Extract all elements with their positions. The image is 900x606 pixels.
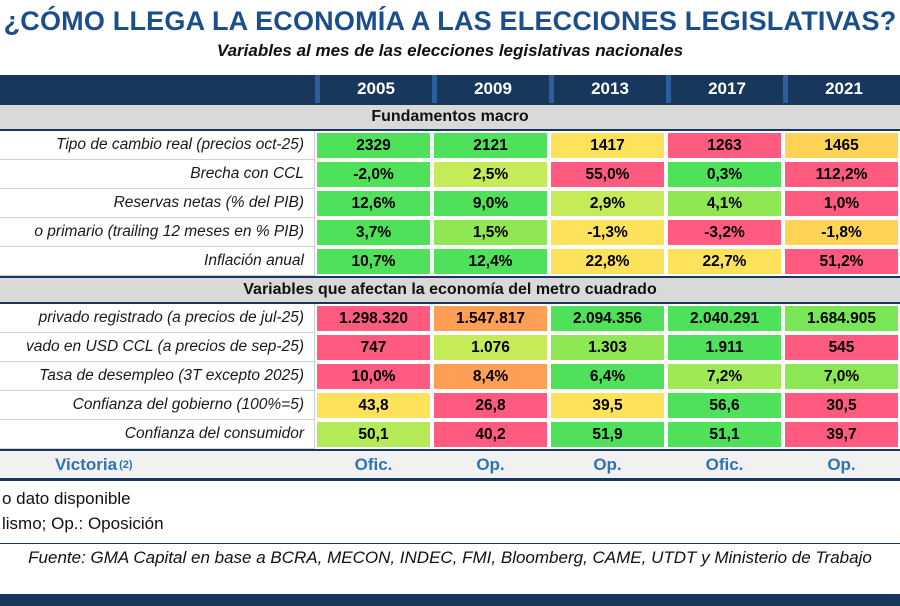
value-cell: 2121 xyxy=(432,131,549,160)
value-cell: 1,5% xyxy=(432,218,549,247)
value-cell: -2,0% xyxy=(315,160,432,189)
section-header: Variables que afectan la economía del me… xyxy=(0,276,900,304)
value-cell: 1.298.320 xyxy=(315,304,432,333)
value-cell: 747 xyxy=(315,333,432,362)
victory-cell: Op. xyxy=(549,449,666,481)
value-cell: 12,4% xyxy=(432,247,549,276)
value-cell: 10,0% xyxy=(315,362,432,391)
value-cell: 1.547.817 xyxy=(432,304,549,333)
value-cell: 26,8 xyxy=(432,391,549,420)
row-label: Confianza del consumidor xyxy=(0,420,315,449)
value-cell: 2.040.291 xyxy=(666,304,783,333)
value-cell: 55,0% xyxy=(549,160,666,189)
year-header-2017: 2017 xyxy=(666,75,783,103)
row-label: Tasa de desempleo (3T excepto 2025) xyxy=(0,362,315,391)
bottom-bar xyxy=(0,594,900,606)
divider-line xyxy=(0,543,900,544)
section-header: Fundamentos macro xyxy=(0,103,900,131)
value-cell: 22,8% xyxy=(549,247,666,276)
value-cell: 8,4% xyxy=(432,362,549,391)
value-cell: 1417 xyxy=(549,131,666,160)
value-cell: 10,7% xyxy=(315,247,432,276)
economy-table: 2005 2009 2013 2017 2021 Fundamentos macro Tip… xyxy=(0,75,900,481)
year-header-2013: 2013 xyxy=(549,75,666,103)
value-cell: -1,8% xyxy=(783,218,900,247)
value-cell: 9,0% xyxy=(432,189,549,218)
victory-cell: Op. xyxy=(783,449,900,481)
value-cell: 545 xyxy=(783,333,900,362)
victory-label-footnote-ref: (2) xyxy=(119,458,133,471)
value-cell: 112,2% xyxy=(783,160,900,189)
value-cell: 39,7 xyxy=(783,420,900,449)
year-header-2009: 2009 xyxy=(432,75,549,103)
value-cell: 1.911 xyxy=(666,333,783,362)
value-cell: 39,5 xyxy=(549,391,666,420)
value-cell: 1263 xyxy=(666,131,783,160)
row-label: vado en USD CCL (a precios de sep-25) xyxy=(0,333,315,362)
value-cell: 6,4% xyxy=(549,362,666,391)
value-cell: 1.076 xyxy=(432,333,549,362)
value-cell: 1.684.905 xyxy=(783,304,900,333)
value-cell: 7,0% xyxy=(783,362,900,391)
value-cell: 0,3% xyxy=(666,160,783,189)
value-cell: 1.303 xyxy=(549,333,666,362)
row-label: Tipo de cambio real (precios oct-25) xyxy=(0,131,315,160)
value-cell: -1,3% xyxy=(549,218,666,247)
value-cell: 3,7% xyxy=(315,218,432,247)
value-cell: 22,7% xyxy=(666,247,783,276)
victory-label-text: Victoria xyxy=(55,454,118,474)
value-cell: 51,1 xyxy=(666,420,783,449)
value-cell: 2329 xyxy=(315,131,432,160)
value-cell: 1,0% xyxy=(783,189,900,218)
footnotes: o dato disponible lismo; Op.: Oposición xyxy=(0,489,900,534)
value-cell: -3,2% xyxy=(666,218,783,247)
value-cell: 40,2 xyxy=(432,420,549,449)
table-corner-cell xyxy=(0,75,315,103)
row-label: o primario (trailing 12 meses en % PIB) xyxy=(0,218,315,247)
value-cell: 30,5 xyxy=(783,391,900,420)
value-cell: 56,6 xyxy=(666,391,783,420)
row-label: Reservas netas (% del PIB) xyxy=(0,189,315,218)
victory-cell: Ofic. xyxy=(315,449,432,481)
value-cell: 51,2% xyxy=(783,247,900,276)
source-note: Fuente: GMA Capital en base a BCRA, MECO… xyxy=(28,548,872,567)
subtitle: Variables al mes de las elecciones legis… xyxy=(216,41,684,60)
footnote-1: o dato disponible xyxy=(2,489,131,508)
row-label: privado registrado (a precios de jul-25) xyxy=(0,304,315,333)
value-cell: 12,6% xyxy=(315,189,432,218)
victory-cell: Op. xyxy=(432,449,549,481)
value-cell: 2.094.356 xyxy=(549,304,666,333)
value-cell: 51,9 xyxy=(549,420,666,449)
row-label: Inflación anual xyxy=(0,247,315,276)
value-cell: 7,2% xyxy=(666,362,783,391)
row-label: Confianza del gobierno (100%=5) xyxy=(0,391,315,420)
year-header-2005: 2005 xyxy=(315,75,432,103)
victory-cell: Ofic. xyxy=(666,449,783,481)
value-cell: 2,5% xyxy=(432,160,549,189)
value-cell: 4,1% xyxy=(666,189,783,218)
value-cell: 2,9% xyxy=(549,189,666,218)
value-cell: 50,1 xyxy=(315,420,432,449)
value-cell: 1465 xyxy=(783,131,900,160)
victory-label: Victoria (2) xyxy=(0,449,315,481)
value-cell: 43,8 xyxy=(315,391,432,420)
page-title: ¿CÓMO LLEGA LA ECONOMÍA A LAS ELECCIONES… xyxy=(3,6,897,36)
footnote-2: lismo; Op.: Oposición xyxy=(2,514,164,533)
row-label: Brecha con CCL xyxy=(0,160,315,189)
year-header-2021: 2021 xyxy=(783,75,900,103)
